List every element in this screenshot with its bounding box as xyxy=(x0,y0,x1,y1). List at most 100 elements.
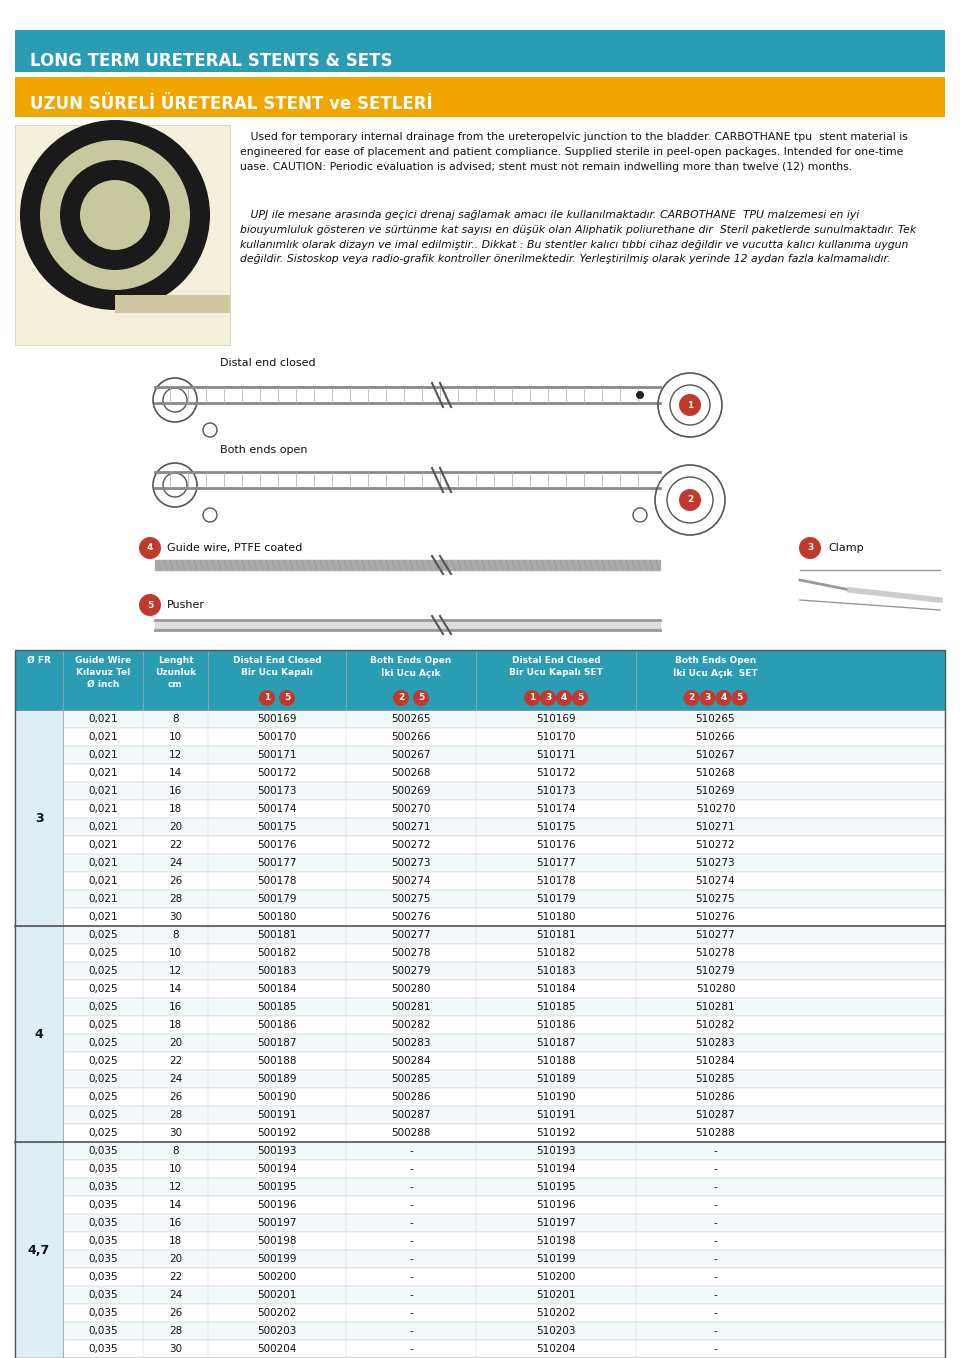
Text: 500193: 500193 xyxy=(257,1146,297,1156)
Text: 500196: 500196 xyxy=(257,1200,297,1210)
Text: 510189: 510189 xyxy=(537,1074,576,1084)
Text: 500285: 500285 xyxy=(392,1074,431,1084)
Text: 500288: 500288 xyxy=(392,1128,431,1138)
Text: 500181: 500181 xyxy=(257,930,297,940)
Text: Both Ends Open
İki Ucu Açık: Both Ends Open İki Ucu Açık xyxy=(371,656,451,678)
Text: 510278: 510278 xyxy=(696,948,735,957)
Circle shape xyxy=(259,690,275,706)
Circle shape xyxy=(636,391,644,399)
Bar xyxy=(15,650,945,710)
Bar xyxy=(15,746,945,765)
Bar xyxy=(15,1105,945,1124)
Text: 2: 2 xyxy=(397,694,404,702)
Text: 12: 12 xyxy=(169,966,182,976)
Text: 500272: 500272 xyxy=(392,841,431,850)
Text: 500170: 500170 xyxy=(257,732,297,741)
Bar xyxy=(15,30,945,72)
Text: 500190: 500190 xyxy=(257,1092,297,1101)
Text: 0,021: 0,021 xyxy=(88,714,118,724)
Text: 0,021: 0,021 xyxy=(88,913,118,922)
Text: 510266: 510266 xyxy=(696,732,735,741)
Text: Lenght
Uzunluk
cm: Lenght Uzunluk cm xyxy=(155,656,196,689)
Circle shape xyxy=(572,690,588,706)
Text: -: - xyxy=(713,1290,717,1300)
Text: 20: 20 xyxy=(169,1038,182,1048)
Text: 0,025: 0,025 xyxy=(88,985,118,994)
Bar xyxy=(15,710,63,926)
Text: 500269: 500269 xyxy=(392,786,431,796)
Bar xyxy=(15,961,945,980)
Text: Ø FR: Ø FR xyxy=(27,656,51,665)
Text: 500282: 500282 xyxy=(392,1020,431,1029)
Text: 2: 2 xyxy=(688,694,695,702)
Bar xyxy=(15,1160,945,1177)
Bar xyxy=(15,1142,63,1358)
Text: 1: 1 xyxy=(529,694,535,702)
Text: 4: 4 xyxy=(561,694,567,702)
Text: Clamp: Clamp xyxy=(828,543,864,553)
Text: Distal end closed: Distal end closed xyxy=(220,359,316,368)
Text: 20: 20 xyxy=(169,1253,182,1264)
Bar xyxy=(15,1340,945,1358)
Bar xyxy=(15,1052,945,1070)
Text: 8: 8 xyxy=(172,1146,179,1156)
Text: 500186: 500186 xyxy=(257,1020,297,1029)
Text: 510199: 510199 xyxy=(537,1253,576,1264)
Text: 510180: 510180 xyxy=(537,913,576,922)
Text: 500180: 500180 xyxy=(257,913,297,922)
Text: 500275: 500275 xyxy=(392,894,431,904)
Text: 510184: 510184 xyxy=(537,985,576,994)
Text: 22: 22 xyxy=(169,841,182,850)
Text: 0,025: 0,025 xyxy=(88,1020,118,1029)
Text: Distal End Closed
Bir Ucu Kapalı SET: Distal End Closed Bir Ucu Kapalı SET xyxy=(509,656,603,676)
Bar xyxy=(15,1033,945,1052)
Bar xyxy=(15,1070,945,1088)
Text: 0,025: 0,025 xyxy=(88,930,118,940)
Text: 3: 3 xyxy=(35,812,43,824)
Text: 510284: 510284 xyxy=(696,1057,735,1066)
Text: -: - xyxy=(409,1344,413,1354)
Text: 24: 24 xyxy=(169,858,182,868)
Text: 4,7: 4,7 xyxy=(28,1244,50,1256)
Text: 0,025: 0,025 xyxy=(88,948,118,957)
Text: 510201: 510201 xyxy=(537,1290,576,1300)
Circle shape xyxy=(540,690,556,706)
Bar xyxy=(15,854,945,872)
Text: 510177: 510177 xyxy=(537,858,576,868)
Bar xyxy=(15,1124,945,1142)
Text: 500184: 500184 xyxy=(257,985,297,994)
Text: LONG TERM URETERAL STENTS & SETS: LONG TERM URETERAL STENTS & SETS xyxy=(30,52,393,71)
Text: 0,035: 0,035 xyxy=(88,1308,118,1319)
Text: 500279: 500279 xyxy=(392,966,431,976)
Bar xyxy=(15,1016,945,1033)
Text: 0,025: 0,025 xyxy=(88,1128,118,1138)
Bar xyxy=(15,800,945,818)
Text: 510267: 510267 xyxy=(696,750,735,760)
Text: 500204: 500204 xyxy=(257,1344,297,1354)
Text: 0,035: 0,035 xyxy=(88,1146,118,1156)
Text: 10: 10 xyxy=(169,732,182,741)
Text: 500284: 500284 xyxy=(392,1057,431,1066)
Text: 10: 10 xyxy=(169,1164,182,1175)
Text: 510178: 510178 xyxy=(537,876,576,885)
Text: 510277: 510277 xyxy=(696,930,735,940)
Bar xyxy=(15,728,945,746)
Text: 500195: 500195 xyxy=(257,1181,297,1192)
Bar xyxy=(15,889,945,909)
Text: 500266: 500266 xyxy=(392,732,431,741)
Text: 0,035: 0,035 xyxy=(88,1253,118,1264)
Circle shape xyxy=(139,536,161,559)
Bar xyxy=(15,818,945,837)
Text: 510174: 510174 xyxy=(537,804,576,813)
Text: 500274: 500274 xyxy=(392,876,431,885)
Text: 0,021: 0,021 xyxy=(88,804,118,813)
Text: 26: 26 xyxy=(169,1308,182,1319)
Circle shape xyxy=(139,593,161,617)
Text: 500268: 500268 xyxy=(392,769,431,778)
Text: 510192: 510192 xyxy=(537,1128,576,1138)
Circle shape xyxy=(393,690,409,706)
Text: 0,035: 0,035 xyxy=(88,1290,118,1300)
Circle shape xyxy=(413,690,429,706)
Text: 500192: 500192 xyxy=(257,1128,297,1138)
Bar xyxy=(15,650,945,1358)
